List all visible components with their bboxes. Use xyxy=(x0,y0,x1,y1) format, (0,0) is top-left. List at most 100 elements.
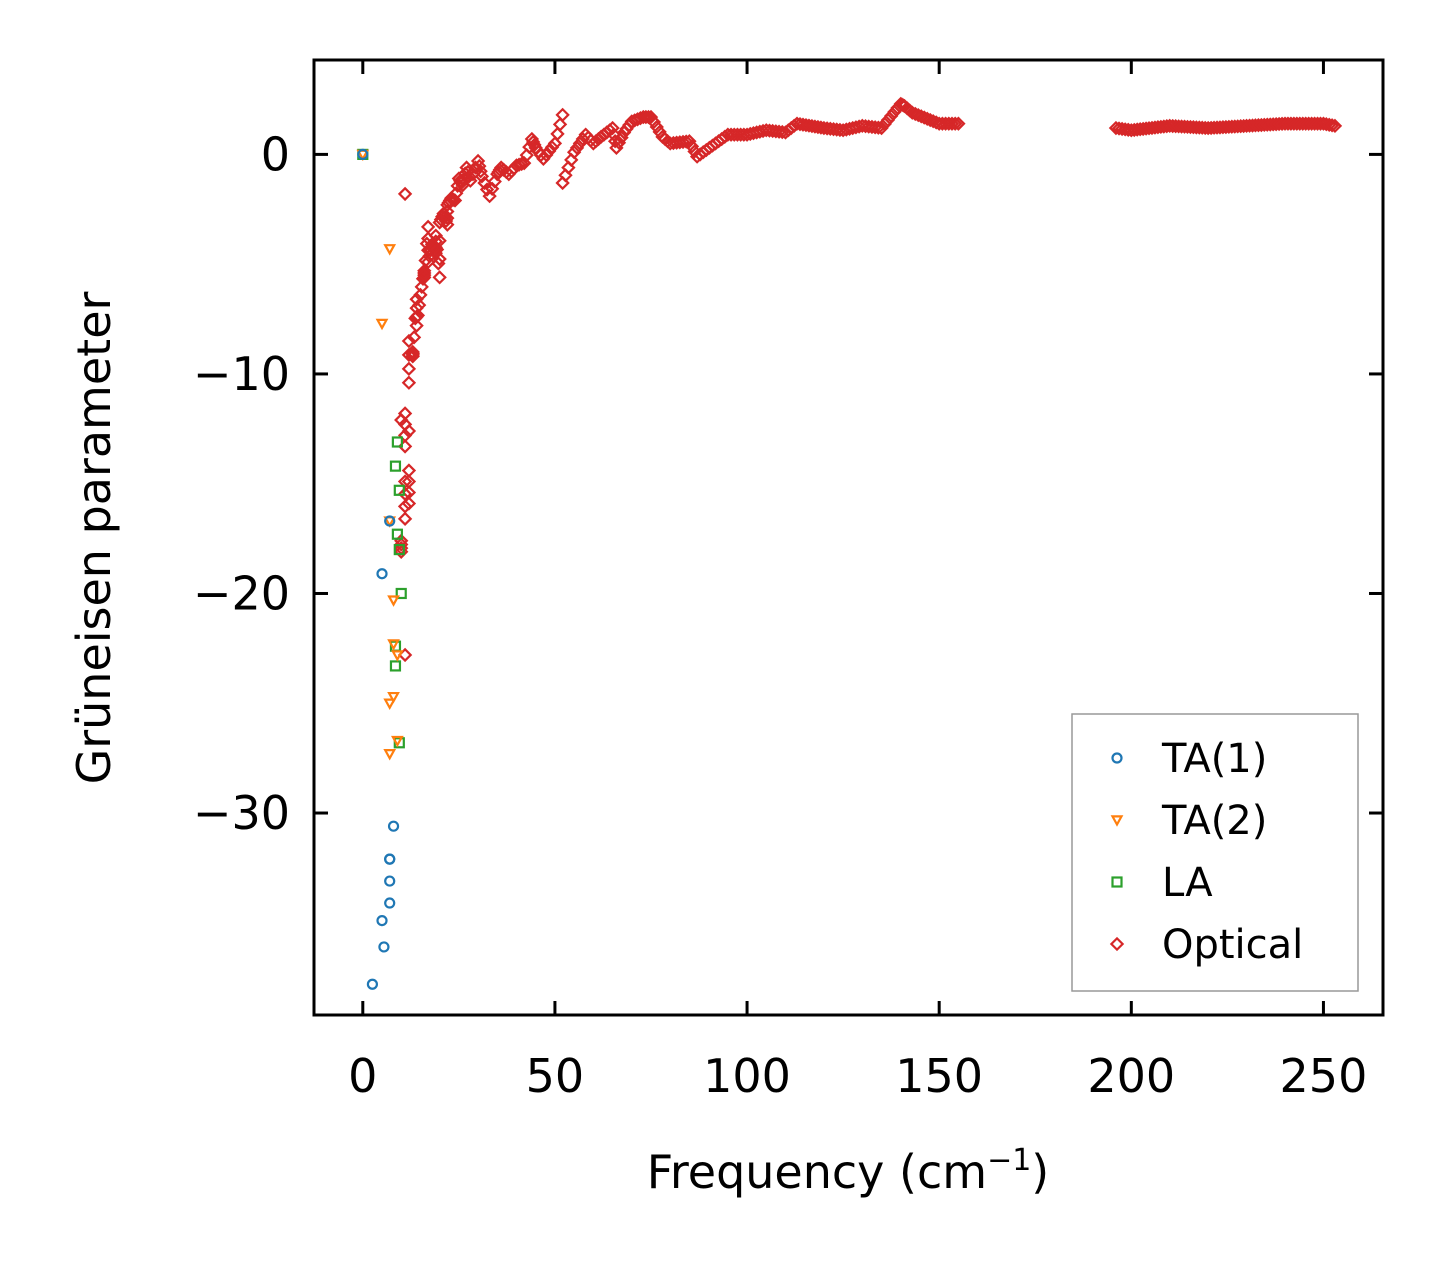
data-point xyxy=(454,175,469,191)
data-point xyxy=(389,460,402,472)
data-point xyxy=(401,485,417,500)
data-point xyxy=(887,104,902,120)
x-tick-label: 0 xyxy=(348,1049,377,1103)
data-point xyxy=(387,639,400,651)
data-point xyxy=(564,152,579,168)
data-point xyxy=(487,174,502,189)
x-axis: 0 50 100 150 200 250 xyxy=(348,60,1367,1103)
data-point xyxy=(1310,116,1325,131)
data-point xyxy=(461,169,477,184)
data-point xyxy=(366,978,379,990)
y-tick-label: −30 xyxy=(193,786,290,840)
data-point xyxy=(883,108,899,124)
data-point xyxy=(440,204,455,219)
data-point xyxy=(890,100,905,116)
data-point xyxy=(414,279,429,295)
data-point xyxy=(401,347,417,363)
data-point xyxy=(627,113,642,128)
legend-label: Optical xyxy=(1162,922,1303,968)
series-ta2 xyxy=(356,149,404,761)
data-point xyxy=(432,270,447,285)
data-point xyxy=(572,136,588,151)
series-optical xyxy=(394,96,1343,663)
data-point xyxy=(409,300,424,316)
data-point xyxy=(417,265,432,281)
x-axis-title: Frequency (cm−1) xyxy=(647,1143,1050,1199)
legend-marker xyxy=(1109,936,1125,952)
data-point xyxy=(472,158,487,174)
y-axis-title: Grüneisen parameter xyxy=(67,291,121,784)
data-point xyxy=(432,251,447,267)
data-point xyxy=(397,428,413,443)
data-point xyxy=(877,116,892,132)
data-point xyxy=(1307,116,1322,131)
data-point xyxy=(440,210,455,226)
data-point xyxy=(397,499,413,514)
data-point xyxy=(1322,117,1337,132)
data-point xyxy=(525,134,541,150)
data-point xyxy=(926,114,941,129)
data-point xyxy=(391,650,404,662)
data-point xyxy=(391,735,404,748)
data-point xyxy=(391,528,403,540)
y-axis: 0 −10 −20 −30 xyxy=(193,127,1383,840)
data-point xyxy=(401,361,417,377)
data-point xyxy=(378,941,390,953)
data-point xyxy=(511,157,527,172)
data-point xyxy=(387,595,400,607)
data-point xyxy=(384,897,396,909)
data-point xyxy=(470,153,486,169)
data-point xyxy=(541,143,557,159)
data-point xyxy=(393,484,405,496)
data-point xyxy=(569,140,585,155)
data-point xyxy=(867,120,883,135)
data-point xyxy=(387,691,400,704)
data-point xyxy=(384,853,396,865)
data-point xyxy=(1153,119,1169,135)
legend-label: TA(2) xyxy=(1161,798,1267,844)
data-point xyxy=(383,749,397,761)
data-point xyxy=(575,131,590,147)
data-point xyxy=(387,820,400,832)
data-point xyxy=(810,119,826,135)
data-point xyxy=(432,233,447,248)
data-point xyxy=(406,330,422,345)
plot-area xyxy=(356,96,1343,990)
x-tick-label: 200 xyxy=(1087,1049,1175,1103)
data-point xyxy=(519,147,534,163)
data-point xyxy=(552,117,568,132)
data-point xyxy=(405,347,420,363)
data-point xyxy=(614,130,629,145)
data-point xyxy=(775,124,790,140)
y-tick-label: −20 xyxy=(193,566,290,620)
data-point xyxy=(375,318,389,331)
data-point xyxy=(504,164,519,179)
data-point xyxy=(829,122,844,137)
data-point xyxy=(357,148,369,161)
data-point xyxy=(428,234,443,249)
data-point xyxy=(649,119,664,135)
data-point xyxy=(606,127,622,142)
data-point xyxy=(401,375,417,390)
data-point xyxy=(393,543,405,556)
x-tick-label: 150 xyxy=(895,1049,983,1103)
data-point xyxy=(948,116,963,131)
data-point xyxy=(1230,119,1245,134)
data-point xyxy=(384,515,396,527)
data-point xyxy=(389,660,402,672)
data-point xyxy=(550,126,565,142)
data-point xyxy=(672,135,687,150)
data-point xyxy=(401,333,417,349)
data-point xyxy=(394,537,409,552)
data-point xyxy=(391,436,403,448)
data-point xyxy=(880,112,896,128)
data-point xyxy=(393,737,405,749)
x-tick-label: 50 xyxy=(526,1049,585,1103)
data-point xyxy=(410,308,426,323)
legend-marker xyxy=(1111,752,1123,764)
data-point xyxy=(395,587,407,600)
legend-marker xyxy=(1111,876,1123,888)
data-point xyxy=(418,253,433,268)
data-point xyxy=(638,109,654,125)
